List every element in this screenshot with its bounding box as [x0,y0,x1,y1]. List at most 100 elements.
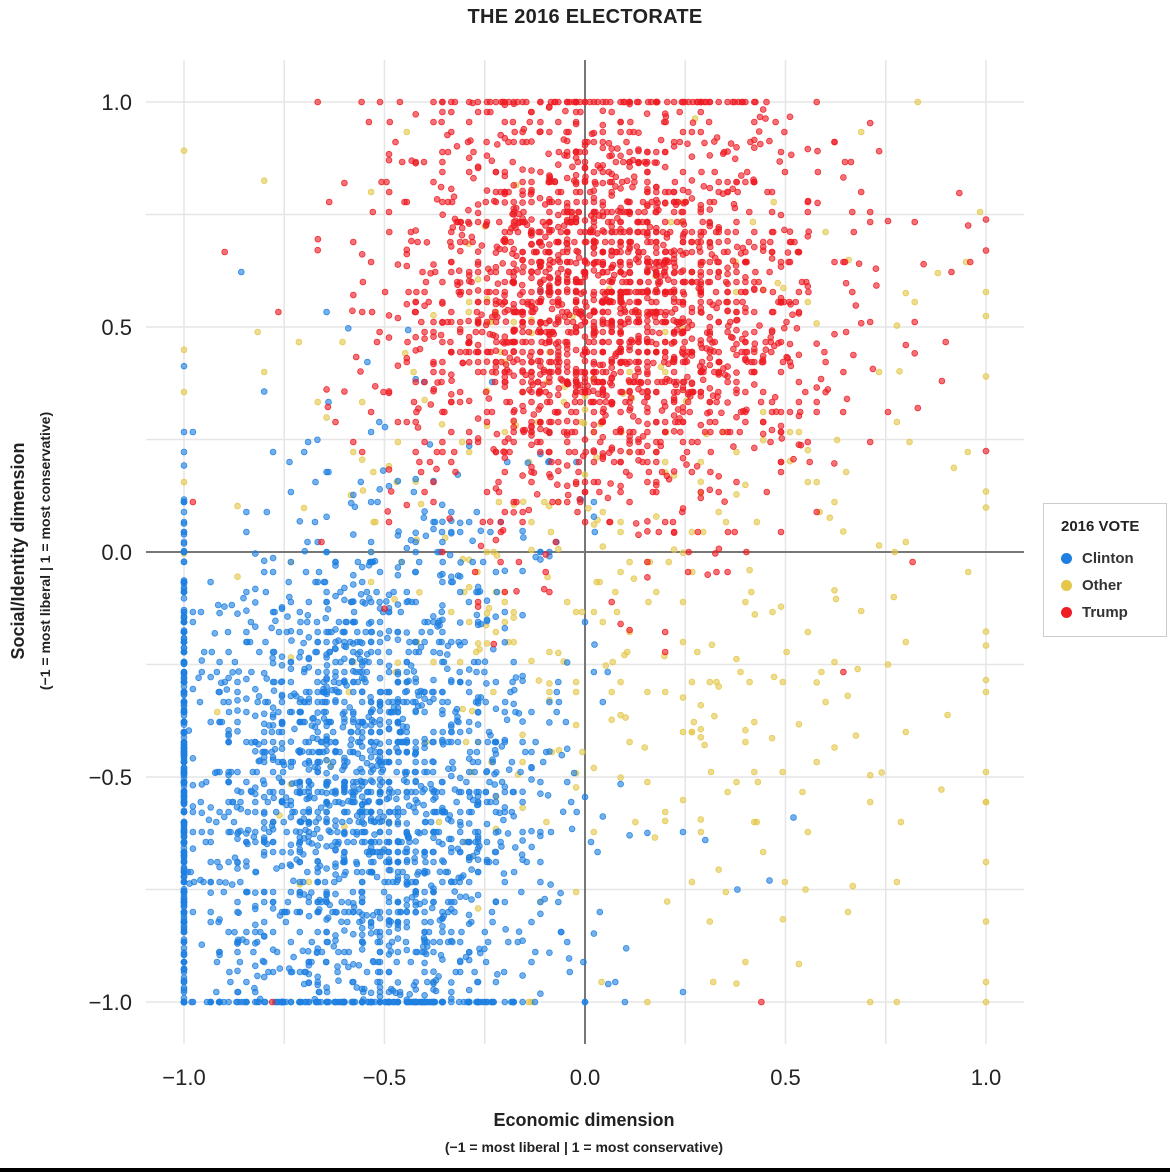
data-point-trump [456,247,464,255]
data-point-clinton [302,568,310,576]
data-point-other [697,458,705,466]
data-point-trump [474,209,482,217]
data-point-clinton [341,596,348,604]
data-point-clinton [421,867,428,875]
data-point-clinton [233,803,241,811]
data-point-trump [447,428,455,436]
data-point-clinton [473,508,481,516]
data-point-trump [537,419,544,426]
data-point-other [613,608,621,616]
data-point-clinton [338,898,346,906]
data-point-clinton [322,958,330,966]
data-point-trump [519,318,526,326]
data-point-other [644,778,651,786]
data-point-other [579,748,586,756]
data-point-other [982,288,990,296]
data-point-clinton [444,698,452,706]
data-point-clinton [229,668,236,676]
data-point-trump [652,478,660,486]
data-point-trump [510,428,518,436]
data-point-trump [733,326,740,334]
data-point-clinton [385,748,393,756]
data-point-clinton [492,792,500,800]
data-point-clinton [358,698,366,706]
data-point-clinton [260,932,268,940]
data-point-clinton [448,728,455,736]
data-point-clinton [510,868,518,876]
data-point-trump [501,278,509,286]
data-point-trump [697,421,705,429]
data-point-clinton [341,927,348,934]
data-point-clinton [537,556,544,563]
data-point-clinton [332,696,339,704]
data-point-other [759,436,767,444]
data-point-clinton [402,770,410,778]
data-point-clinton [180,538,188,546]
data-point-trump [733,178,740,186]
data-point-other [644,688,651,696]
data-point-other [234,573,241,580]
data-point-clinton [438,501,446,509]
data-point-trump [617,482,624,490]
data-point-clinton [435,973,442,980]
data-point-other [679,638,687,646]
data-point-trump [721,498,728,506]
data-point-trump [966,258,974,266]
data-point-other [572,784,580,791]
data-point-trump [519,248,526,256]
data-point-other [410,368,417,376]
data-point-other [902,638,910,646]
data-point-clinton [234,718,241,726]
data-point-trump [525,506,533,514]
data-point-clinton [189,808,197,816]
data-point-trump [618,178,626,186]
data-point-trump [768,248,776,256]
data-point-other [632,818,639,826]
data-point-trump [474,316,482,324]
data-point-trump [679,386,687,394]
data-point-clinton [269,768,277,776]
data-point-trump [439,168,446,176]
data-point-trump [644,527,651,535]
data-point-trump [465,428,473,436]
data-point-clinton [492,705,500,713]
data-point-clinton [349,581,357,588]
data-point-clinton [323,654,330,661]
data-point-trump [545,104,553,111]
data-point-clinton [207,908,215,916]
data-point-clinton [481,928,489,936]
data-point-clinton [324,605,332,613]
data-point-clinton [180,924,188,932]
data-point-trump [644,201,651,208]
data-point-trump [641,208,648,216]
data-point-trump [569,163,576,171]
data-point-other [501,618,509,626]
data-point-clinton [252,921,259,929]
data-point-clinton [197,798,205,806]
data-point-trump [699,218,706,226]
data-point-trump [599,144,607,152]
data-point-trump [566,98,573,106]
data-point-clinton [260,557,268,565]
data-point-trump [470,148,477,156]
data-point-trump [763,488,771,496]
data-point-clinton [234,610,241,617]
data-point-trump [537,402,544,410]
data-point-trump [510,198,518,206]
data-point-other [934,269,942,277]
data-point-trump [537,425,544,433]
data-point-clinton [452,968,460,976]
data-point-clinton [349,960,357,968]
data-point-clinton [269,713,277,721]
data-point-other [982,373,990,380]
data-point-clinton [348,736,355,743]
data-point-trump [697,128,705,136]
data-point-trump [679,218,687,225]
data-point-trump [599,385,607,393]
data-point-trump [414,238,421,246]
data-point-trump [403,418,411,426]
data-point-clinton [461,638,468,646]
data-point-trump [685,188,692,196]
data-point-trump [644,238,651,246]
data-point-clinton [386,808,394,816]
